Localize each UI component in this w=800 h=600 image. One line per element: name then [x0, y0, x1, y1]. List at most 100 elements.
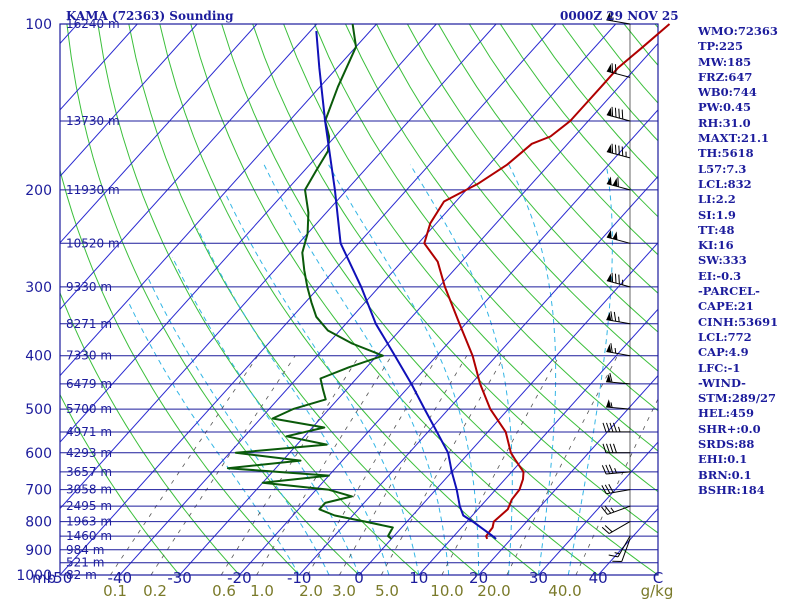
isotherm	[478, 374, 658, 575]
wind-barb-pennant	[606, 107, 612, 117]
height-label: 1963 m	[66, 515, 112, 529]
wind-barb-half-flag	[614, 552, 620, 555]
wind-barb	[606, 11, 631, 25]
wind-barb-pennant	[606, 144, 612, 153]
height-label: 3058 m	[66, 483, 112, 497]
index-item: TH:5618	[698, 146, 754, 161]
wind-barb-flag	[609, 372, 613, 383]
index-item: STM:289/27	[698, 391, 777, 406]
height-label: 10520 m	[66, 236, 120, 250]
temperature-tick-label: 20	[469, 569, 488, 587]
wind-barb-half-flag	[618, 316, 620, 322]
wind-barb	[601, 483, 631, 495]
mixing-ratio-label: 10.0	[430, 582, 463, 600]
wind-barb-staff	[606, 406, 631, 410]
temperature-tick-label: -10	[287, 569, 312, 587]
wind-barb-flag	[614, 107, 617, 118]
index-item: LI:2.2	[698, 192, 736, 207]
index-item: EI:-0.3	[698, 268, 742, 283]
mixing-ratio-label: 0.2	[143, 582, 167, 600]
dry-adiabat	[128, 24, 479, 575]
wind-barb-pennant	[606, 344, 612, 353]
height-label: 13730 m	[66, 114, 120, 128]
height-label: 5700 m	[66, 402, 112, 416]
wind-barb-half-flag	[622, 279, 624, 285]
isotherm	[60, 24, 198, 178]
index-item: -WIND-	[698, 375, 746, 390]
isotherm	[0, 24, 18, 575]
moist-adiabat	[128, 302, 300, 575]
index-item: -PARCEL-	[698, 284, 760, 299]
height-label: 521 m	[66, 556, 104, 570]
wind-barb-flag	[613, 422, 617, 433]
index-item: CAP:4.9	[698, 345, 749, 360]
moist-adiabat	[197, 228, 390, 575]
temperature-tick-label: -40	[108, 569, 133, 587]
height-label: 3657 m	[66, 465, 112, 479]
wind-barb-staff	[606, 471, 631, 475]
wind-barb-flag	[606, 422, 610, 433]
index-item: SW:333	[698, 253, 747, 268]
wind-barb-staff	[606, 319, 631, 325]
temperature-tick-label: 40	[589, 569, 608, 587]
wind-barb-pennant	[612, 231, 618, 240]
wind-barb-flag	[609, 422, 614, 433]
temperature-tick-label: -20	[227, 569, 252, 587]
wind-barb-flag	[612, 560, 622, 562]
isotherm	[298, 175, 658, 575]
index-item: SRDS:88	[698, 437, 755, 452]
pressure-tick-label: 200	[25, 183, 52, 199]
index-item: HEL:459	[698, 406, 754, 421]
mixing-ratio-label: 0.6	[212, 582, 236, 600]
isotherm	[119, 24, 617, 575]
temperature-tick-label: 10	[409, 569, 428, 587]
height-label: 8271 m	[66, 317, 112, 331]
height-label: 9330 m	[66, 280, 112, 294]
height-label: 1460 m	[66, 529, 112, 543]
wind-barb-pennant	[606, 229, 612, 239]
index-item: PW:0.45	[698, 100, 752, 115]
pressure-tick-label: 400	[25, 349, 52, 365]
wind-barb	[601, 521, 631, 535]
wind-barb-flag	[608, 483, 614, 493]
isotherm	[538, 441, 658, 575]
mixing-ratio-label: 1.0	[250, 582, 274, 600]
index-item: TP:225	[698, 39, 744, 54]
wind-barb	[606, 343, 631, 357]
wind-barb-flag	[618, 274, 620, 285]
wind-barb	[606, 311, 631, 325]
plot-frame	[59, 23, 659, 576]
moist-adiabat	[148, 278, 330, 575]
wind-barb	[602, 422, 630, 433]
index-item: RH:31.0	[698, 115, 751, 130]
wind-barb-pennant	[606, 176, 612, 185]
temperature-unit-label: C	[653, 569, 663, 587]
isotherm	[60, 24, 318, 310]
index-item: MW:185	[698, 54, 752, 69]
moist-adiabat	[172, 256, 360, 575]
wind-barb-half-flag	[618, 426, 621, 433]
wind-barb-flag	[601, 526, 610, 534]
moist-adiabat	[409, 164, 513, 575]
height-label: 984 m	[66, 543, 104, 557]
wind-barb	[606, 143, 631, 159]
isotherm	[60, 24, 497, 510]
wind-barb-flag	[611, 106, 614, 117]
index-item: FRZ:647	[698, 69, 753, 84]
wind-barb-flag	[611, 272, 614, 283]
wind-barb-half-flag	[614, 347, 617, 354]
moist-adiabat	[328, 164, 480, 575]
temperature-tick-label: 0	[354, 569, 364, 587]
index-item: BRN:0.1	[698, 467, 752, 482]
wind-barb	[612, 538, 631, 562]
wind-barb-half-flag	[614, 468, 618, 474]
parcel-trace	[315, 31, 497, 540]
wind-barb-half-flag	[610, 402, 613, 408]
dewpoint-trace	[226, 23, 394, 540]
stability-index-panel: WMO:72363 TP:225 MW:185 FRZ:647 WB0:744 PW:0.…	[698, 24, 798, 498]
index-item: LFC:-1	[698, 360, 741, 375]
mixing-ratio-label: 2.0	[299, 582, 323, 600]
height-label: 7330 m	[66, 349, 112, 363]
wind-barb-staff	[606, 489, 631, 495]
